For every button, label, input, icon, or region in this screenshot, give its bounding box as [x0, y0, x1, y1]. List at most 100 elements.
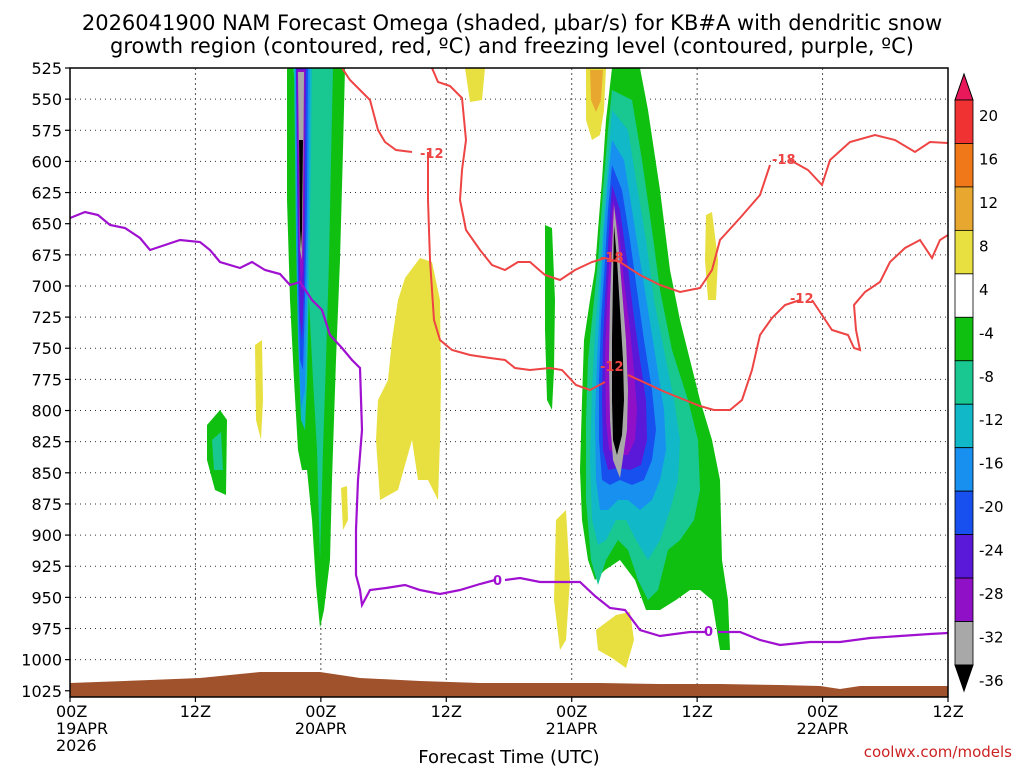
- colorbar-label: -16: [979, 455, 1004, 473]
- omega-shade-plus4-patch-left: [255, 340, 263, 440]
- x-tick-label: 12Z: [681, 702, 712, 721]
- dendritic-label-5: -12: [600, 360, 624, 375]
- chart-title-line-2: growth region (contoured, red, ºC) and f…: [110, 34, 914, 58]
- colorbar-label: 4: [979, 281, 989, 299]
- colorbar-segment: [954, 534, 974, 579]
- colorbar-segment: [954, 273, 974, 318]
- colorbar-segment: [954, 490, 974, 536]
- y-tick-label: 600: [31, 152, 62, 171]
- dendritic-contour-lower-right: [627, 299, 801, 411]
- y-tick-label: 850: [31, 464, 62, 483]
- omega-shade-plus4-bottom: [596, 612, 634, 668]
- x-tick-label: 12Z: [932, 702, 963, 721]
- colorbar-segment: [954, 229, 974, 275]
- colorbar-label: -36: [979, 672, 1004, 690]
- x-tick-date: 22APR: [797, 719, 849, 738]
- omega-shade-plus4-band-20apr: [376, 258, 441, 500]
- x-tick-date: 21APR: [546, 719, 598, 738]
- colorbar-label: 20: [979, 107, 998, 125]
- plot-frame: [69, 67, 949, 698]
- colorbar-label: 12: [979, 194, 998, 212]
- x-tick-label: 12Z: [431, 702, 462, 721]
- colorbar-segment: [954, 316, 974, 362]
- omega-shade-minus4-strip: [545, 225, 555, 410]
- x-tick-date: 19APR: [56, 719, 108, 738]
- x-tick-label: 00Z: [305, 702, 336, 721]
- credit-text: coolwx.com/models: [864, 743, 1012, 761]
- y-tick-label: 625: [31, 184, 62, 203]
- y-tick-label: 750: [31, 339, 62, 358]
- omega-shade-plus4-small: [341, 486, 348, 530]
- dendritic-contour-upper-left: [341, 68, 413, 153]
- colorbar-segment: [954, 403, 974, 449]
- x-tick-label: 00Z: [556, 702, 587, 721]
- colorbar-segment: [954, 360, 974, 405]
- colorbar-label: -4: [979, 324, 994, 342]
- freezing-label-2: 0: [704, 625, 713, 640]
- colorbar-label: 16: [979, 150, 998, 168]
- dendritic-label-1: -12: [420, 147, 444, 162]
- y-tick-label: 1025: [21, 682, 62, 701]
- dendritic-contour-lower: [427, 152, 606, 392]
- y-tick-label: 875: [31, 495, 62, 514]
- colorbar-top-arrow: [954, 72, 974, 101]
- freezing-contour-right: [718, 630, 948, 647]
- omega-shade-plus4-low-left: [554, 510, 570, 650]
- y-tick-label: 825: [31, 433, 62, 452]
- colorbar-label: -8: [979, 368, 994, 386]
- colorbar-label: -12: [979, 411, 1004, 429]
- colorbar-segment: [954, 186, 974, 231]
- y-tick-label: 725: [31, 308, 62, 327]
- y-tick-label: 800: [31, 402, 62, 421]
- x-axis-title: Forecast Time (UTC): [418, 747, 599, 768]
- x-tick-label: 00Z: [56, 702, 87, 721]
- y-tick-label: 775: [31, 370, 62, 389]
- freezing-contour-main: [70, 210, 496, 609]
- freezing-label-1: 0: [493, 574, 502, 589]
- colorbar-label: -28: [979, 585, 1004, 603]
- y-tick-label: 975: [31, 619, 62, 638]
- dendritic-contours: [341, 68, 948, 411]
- omega-sinking-areas: [207, 68, 718, 668]
- y-tick-label: 525: [31, 59, 62, 78]
- colorbar-segment: [954, 143, 974, 188]
- terrain-ground: [70, 672, 948, 697]
- colorbar: 20 16 12 8 4 -4 -8 -12 -16 -20 -24 -28 -32 -36: [954, 72, 1004, 693]
- dendritic-contour-right-upper: [789, 133, 948, 187]
- dendritic-contour-right-lower: [811, 234, 948, 352]
- x-tick-year: 2026: [56, 736, 97, 755]
- omega-shade-minus8-left-patch: [212, 432, 223, 470]
- plot-contents: [70, 68, 948, 697]
- dendritic-contour-middle: [431, 68, 771, 294]
- y-tick-label: 925: [31, 557, 62, 576]
- dendritic-label-4: -18: [600, 251, 624, 266]
- y-tick-label: 675: [31, 246, 62, 265]
- plot-background: [70, 68, 948, 697]
- colorbar-label: -20: [979, 498, 1004, 516]
- omega-shade-minus36-core: [612, 225, 624, 455]
- y-tick-label: 575: [31, 121, 62, 140]
- y-tick-label: 1000: [21, 651, 62, 670]
- x-tick-date: 20APR: [295, 719, 347, 738]
- colorbar-bottom-arrow: [954, 664, 974, 693]
- y-tick-label: 950: [31, 588, 62, 607]
- dendritic-label-2: -18: [772, 153, 796, 168]
- y-tick-label: 650: [31, 215, 62, 234]
- omega-shade-plus4-right: [705, 212, 718, 300]
- omega-rising-core-21apr: [545, 68, 730, 650]
- colorbar-label: 8: [979, 237, 989, 255]
- omega-shade-minus8-left: [293, 68, 333, 560]
- freezing-level-contours: [70, 210, 948, 647]
- dendritic-label-3: -12: [790, 292, 814, 307]
- y-tick-label: 700: [31, 277, 62, 296]
- colorbar-label: -24: [979, 542, 1004, 560]
- y-tick-label: 900: [31, 526, 62, 545]
- colorbar-label: -32: [979, 629, 1004, 647]
- omega-shade-minus36-left: [299, 140, 303, 250]
- colorbar-segment: [954, 621, 974, 666]
- omega-shade-plus8-top: [590, 70, 603, 112]
- freezing-contour-mid: [504, 576, 705, 638]
- chart-title-line-1: 2026041900 NAM Forecast Omega (shaded, μ…: [82, 11, 942, 35]
- y-axis: 525 550 575 600 625 650 675 700 725 750 775 800 825 8…: [21, 59, 70, 701]
